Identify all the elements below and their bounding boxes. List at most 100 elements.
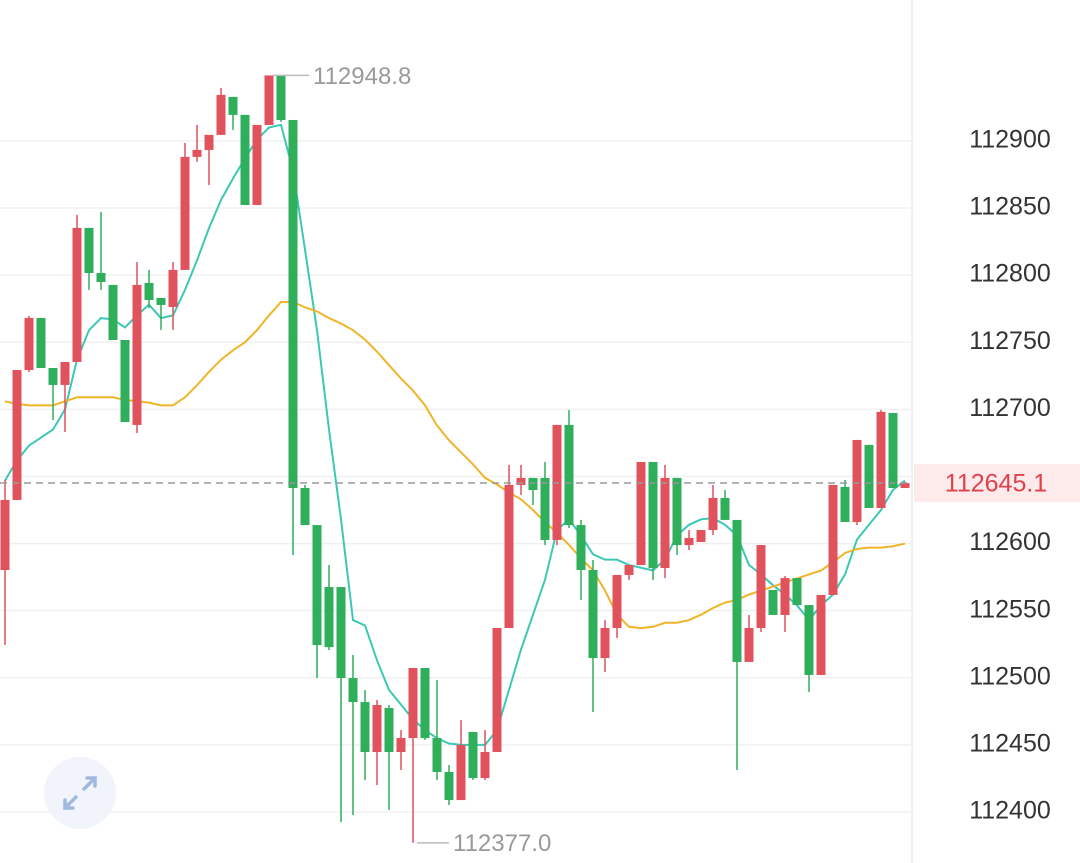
- candle-body: [132, 284, 142, 425]
- candle-body: [660, 477, 670, 568]
- y-tick-label: 112450: [969, 730, 1051, 758]
- candle-body: [240, 114, 250, 205]
- candle-body: [96, 272, 106, 282]
- last-price-box: [914, 464, 1080, 503]
- candle-body: [864, 444, 874, 509]
- candle-body: [216, 94, 226, 135]
- candle-body: [120, 339, 130, 422]
- ma-line: [4, 123, 906, 746]
- candle-body: [708, 497, 718, 531]
- candles: [0, 75, 910, 843]
- candle-body: [432, 738, 442, 773]
- y-tick-label: 112900: [969, 126, 1051, 154]
- candle-body: [312, 525, 322, 646]
- candle-body: [588, 570, 598, 659]
- candle-body: [852, 439, 862, 522]
- candle-body: [108, 284, 118, 340]
- candle-body: [456, 745, 466, 801]
- candle-body: [684, 537, 694, 546]
- candle-body: [540, 477, 550, 540]
- candle-body: [648, 461, 658, 568]
- candle-body: [288, 119, 298, 489]
- candle-body: [576, 525, 586, 571]
- ma-line: [4, 300, 906, 630]
- candle-body: [720, 497, 730, 520]
- candle-body: [744, 627, 754, 662]
- candle-body: [816, 594, 826, 675]
- candle-body: [168, 269, 178, 307]
- candle-body: [348, 678, 358, 703]
- candle-body: [156, 297, 166, 305]
- low-label: 112377.0: [453, 830, 551, 857]
- candle-body: [264, 75, 274, 125]
- candle-body: [276, 75, 286, 120]
- candle-body: [228, 96, 238, 115]
- ma-lines: [4, 123, 906, 746]
- candle-body: [492, 627, 502, 753]
- candle-body: [36, 317, 46, 369]
- candle-body: [372, 705, 382, 753]
- candle-body: [804, 605, 814, 675]
- candle-body: [792, 578, 802, 606]
- candle-body: [420, 667, 430, 739]
- last-price-label: 112645.1: [945, 470, 1047, 498]
- candle-body: [360, 702, 370, 753]
- candle-body: [780, 578, 790, 615]
- candle-body: [144, 282, 154, 300]
- candle-body: [72, 227, 82, 362]
- candle-body: [624, 565, 634, 575]
- y-tick-label: 112400: [969, 797, 1051, 825]
- candle-body: [48, 368, 58, 385]
- candle-body: [732, 519, 742, 662]
- candle-body: [24, 317, 34, 371]
- candle-body: [888, 412, 898, 489]
- y-tick-label: 112850: [969, 193, 1051, 221]
- y-tick-label: 112550: [969, 595, 1051, 623]
- candle-body: [768, 590, 778, 615]
- y-tick-label: 112750: [969, 327, 1051, 355]
- candle-body: [696, 530, 706, 542]
- y-tick-label: 112700: [969, 394, 1051, 422]
- expand-icon: [63, 776, 97, 810]
- candle-body: [840, 486, 850, 522]
- expand-button-bg[interactable]: [44, 757, 116, 829]
- candle-body: [600, 627, 610, 659]
- candle-body: [516, 477, 526, 485]
- candle-body: [444, 772, 454, 801]
- candle-body: [396, 738, 406, 753]
- candle-body: [384, 707, 394, 753]
- candle-body: [468, 732, 478, 779]
- candle-body: [756, 545, 766, 628]
- candle-body: [876, 411, 886, 509]
- y-tick-label: 112800: [969, 260, 1051, 288]
- grid: [0, 140, 912, 813]
- candle-body: [672, 477, 682, 546]
- candle-body: [408, 667, 418, 739]
- candle-body: [12, 370, 22, 500]
- candle-body: [252, 124, 262, 205]
- y-tick-label: 112500: [969, 662, 1051, 690]
- candle-body: [84, 227, 94, 273]
- candle-body: [204, 134, 214, 150]
- candle-body: [612, 574, 622, 628]
- candle-body: [828, 484, 838, 595]
- candle-body: [504, 484, 514, 628]
- labels: 1124001124501125001125501126001126501127…: [0, 63, 1080, 857]
- expand-button[interactable]: [44, 757, 116, 829]
- high-label: 112948.8: [313, 63, 411, 90]
- candle-body: [900, 483, 910, 489]
- candle-body: [300, 488, 310, 526]
- candle-body: [60, 361, 70, 385]
- candle-body: [336, 587, 346, 679]
- candle-body: [636, 461, 646, 566]
- candle-body: [528, 477, 538, 491]
- candle-body: [564, 424, 574, 526]
- candle-body: [480, 752, 490, 779]
- candle-body: [192, 149, 202, 157]
- candle-body: [180, 156, 190, 270]
- candle-body: [0, 499, 10, 571]
- candle-body: [324, 587, 334, 648]
- y-tick-label: 112600: [969, 528, 1051, 556]
